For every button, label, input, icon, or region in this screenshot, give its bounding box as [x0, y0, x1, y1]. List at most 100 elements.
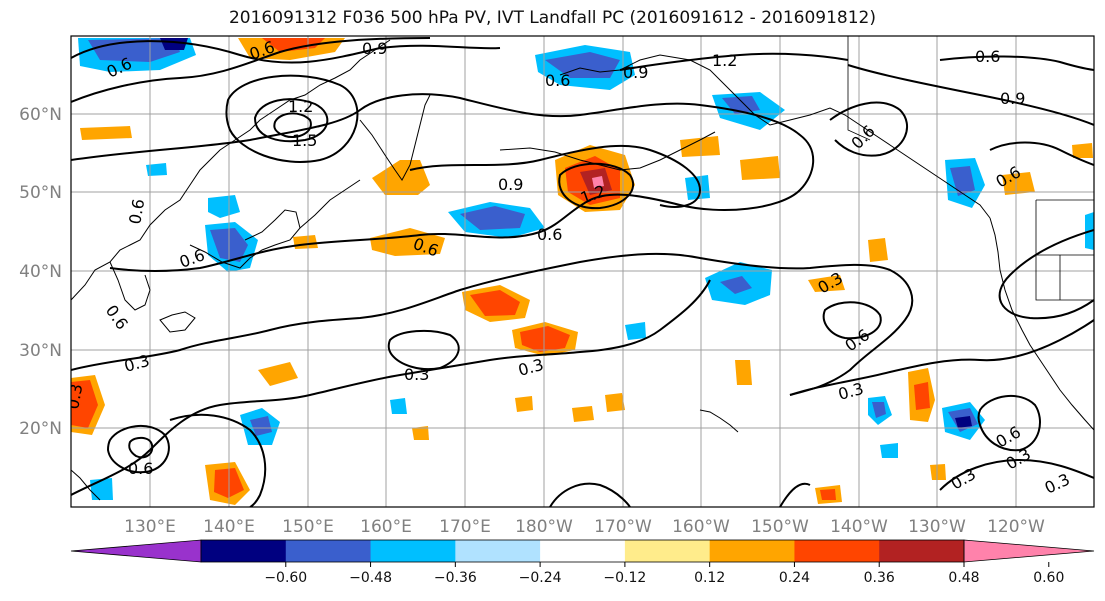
shade-positive-region: [592, 176, 604, 188]
contour-0.9-center: [409, 144, 702, 208]
colorbar-segment: [794, 540, 880, 562]
lon-label: 180°W: [515, 517, 573, 537]
contour-0.3-se: [939, 458, 1094, 491]
shade-negative-region: [460, 206, 525, 230]
shade-negative-region: [880, 443, 898, 458]
shade-negative-region: [950, 166, 975, 196]
aleutians: [499, 131, 716, 171]
japan-kyushu: [159, 311, 196, 333]
colorbar-tick-label: 0.60: [1033, 570, 1064, 586]
shade-positive-region: [680, 136, 720, 157]
contour-0.6-big: [71, 93, 815, 272]
contour-0.9-right: [847, 64, 1094, 126]
coastlines: [71, 39, 1094, 501]
lon-label: 140°E: [203, 517, 255, 537]
colorbar-tick-label: −0.12: [603, 570, 646, 586]
shade-positive-region: [820, 489, 836, 500]
shade-positive-region: [735, 360, 752, 385]
shade-negative-region: [390, 398, 407, 414]
lat-label: 30°N: [19, 341, 62, 361]
alaska-canada-border: [847, 36, 871, 141]
colorbar-segment: [879, 540, 965, 562]
pv-contours: [71, 37, 1094, 507]
contour-0.9-alaska: [829, 101, 909, 157]
contour-0.9-ring: [225, 74, 359, 163]
contour-label: 0.3: [63, 382, 86, 410]
na-west-coast: [989, 217, 1094, 431]
shade-negative-region: [146, 163, 167, 176]
contour-label: 0.6: [545, 71, 570, 90]
contour-0.9-ring-west: [128, 436, 154, 459]
lat-label: 40°N: [19, 262, 62, 282]
lon-label: 130°W: [908, 517, 966, 537]
lon-label: 170°E: [439, 517, 491, 537]
shade-positive-region: [740, 156, 780, 180]
contour-label: 0.3: [404, 365, 429, 384]
hawaii: [699, 409, 739, 433]
contour-label: 1.5: [292, 131, 317, 150]
shade-negative-region: [955, 416, 972, 428]
japan-coastline: [189, 209, 301, 269]
contour-0.6: [71, 37, 431, 103]
lon-label: 150°W: [751, 517, 809, 537]
colorbar-border: [200, 539, 965, 563]
contour-0.6-ring-west: [106, 424, 170, 474]
asia-coastline: [71, 39, 391, 301]
shade-positive-region: [808, 275, 845, 292]
colorbar-ticks: −0.60 −0.48 −0.36 −0.24 −0.12 0.12 0.24 0.36 0.4…: [264, 562, 1064, 586]
shade-positive-region: [520, 326, 570, 352]
colorbar-segment: [370, 540, 456, 562]
shade-positive-region: [80, 126, 132, 140]
kamchatka: [359, 94, 431, 181]
contour-label: 0.6: [537, 225, 562, 244]
contour-1.2-center: [558, 162, 635, 210]
shade-positive-region: [930, 464, 946, 480]
latitude-labels: 60°N 50°N 40°N 30°N 20°N: [19, 105, 62, 439]
contour-label: 0.9: [362, 39, 387, 58]
lon-label: 120°W: [987, 517, 1045, 537]
shade-positive-region: [605, 393, 625, 412]
contour-0.6-ring-east: [822, 301, 882, 340]
contour-label: 1.2: [288, 97, 313, 116]
contour-label: 0.6: [975, 47, 1000, 66]
shade-negative-region: [208, 195, 240, 218]
contour-label: 0.9: [1000, 89, 1025, 108]
shade-negative-region: [625, 322, 646, 340]
shade-positive-region: [71, 380, 98, 428]
shade-positive-region: [572, 406, 594, 422]
lon-label: 170°W: [594, 517, 652, 537]
pv-shading: [71, 38, 1094, 505]
colorbar: −0.60 −0.48 −0.36 −0.24 −0.12 0.12 0.24 0.36 0.4…: [70, 539, 1095, 586]
shade-positive-region: [262, 38, 325, 52]
contour-label: 1.2: [712, 51, 737, 70]
shade-positive-region: [1002, 172, 1035, 195]
shade-positive-region: [515, 396, 533, 412]
shade-positive-region: [258, 362, 298, 386]
colorbar-extend-min: [70, 539, 202, 563]
colorbar-segment: [540, 540, 626, 562]
contour-0.6-coast: [989, 141, 1094, 166]
colorbar-tick-label: 0.36: [864, 570, 895, 586]
contour-label: 0.6: [128, 459, 153, 478]
lon-label: 160°E: [360, 517, 412, 537]
korea-coastline: [109, 261, 151, 311]
contour-0.3-bottom2: [779, 482, 811, 507]
shade-negative-region: [250, 416, 272, 436]
kurils: [299, 179, 361, 229]
colorbar-segment: [709, 540, 795, 562]
colorbar-extend-max: [963, 539, 1095, 563]
colorbar-tick-label: −0.36: [434, 570, 477, 586]
contour-0.3-east: [789, 319, 1094, 396]
contour-1.2-top: [619, 52, 849, 71]
lat-label: 20°N: [19, 419, 62, 439]
contour-0.3-lower: [71, 279, 711, 496]
contour-0.6-na: [998, 229, 1094, 320]
contour-0.6-ring-se: [977, 394, 1041, 452]
shade-positive-region: [914, 382, 930, 410]
contour-0.3-bottom: [549, 482, 631, 507]
contour-1.5: [273, 112, 312, 138]
contour-0.3-ring: [387, 329, 460, 371]
colorbar-tick-label: −0.24: [519, 570, 562, 586]
colorbar-tick-label: 0.12: [694, 570, 725, 586]
colorbar-segment: [455, 540, 541, 562]
